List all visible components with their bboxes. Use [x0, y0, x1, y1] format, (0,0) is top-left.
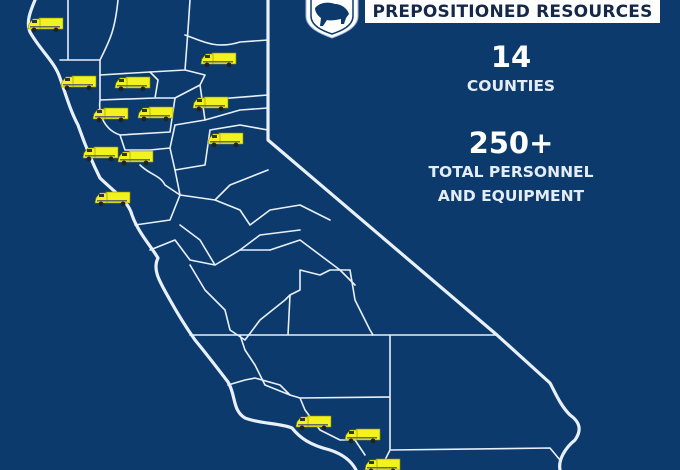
fire-engine-icon [92, 107, 129, 123]
fire-engine-icon [82, 146, 119, 162]
state-outline [26, 0, 581, 470]
header-title: PREPOSITIONED RESOURCES [365, 0, 660, 23]
fire-engine-icon [207, 132, 244, 148]
counties-label: COUNTIES [466, 77, 556, 95]
personnel-stat: 250+ TOTAL PERSONNEL AND EQUIPMENT [395, 126, 627, 208]
fire-engine-icon [137, 106, 174, 122]
fire-engine-icon [60, 75, 97, 91]
fire-engine-icon [364, 458, 401, 470]
fire-engine-icon [94, 191, 131, 207]
personnel-count: 250+ [468, 126, 554, 160]
fire-engine-icon [192, 96, 229, 112]
personnel-label-line1: TOTAL PERSONNEL [428, 163, 594, 181]
fire-engine-icon [344, 428, 381, 444]
bear-shield-logo [305, 0, 359, 39]
counties-count: 14 [490, 40, 532, 74]
fire-engine-icon [117, 150, 154, 166]
fire-engine-icon [295, 415, 332, 431]
counties-stat: 14 COUNTIES [395, 40, 627, 98]
personnel-label-line2: AND EQUIPMENT [437, 187, 585, 205]
fire-engine-icon [27, 17, 64, 33]
fire-engine-icon [200, 52, 237, 68]
fire-engine-icon [114, 76, 151, 92]
